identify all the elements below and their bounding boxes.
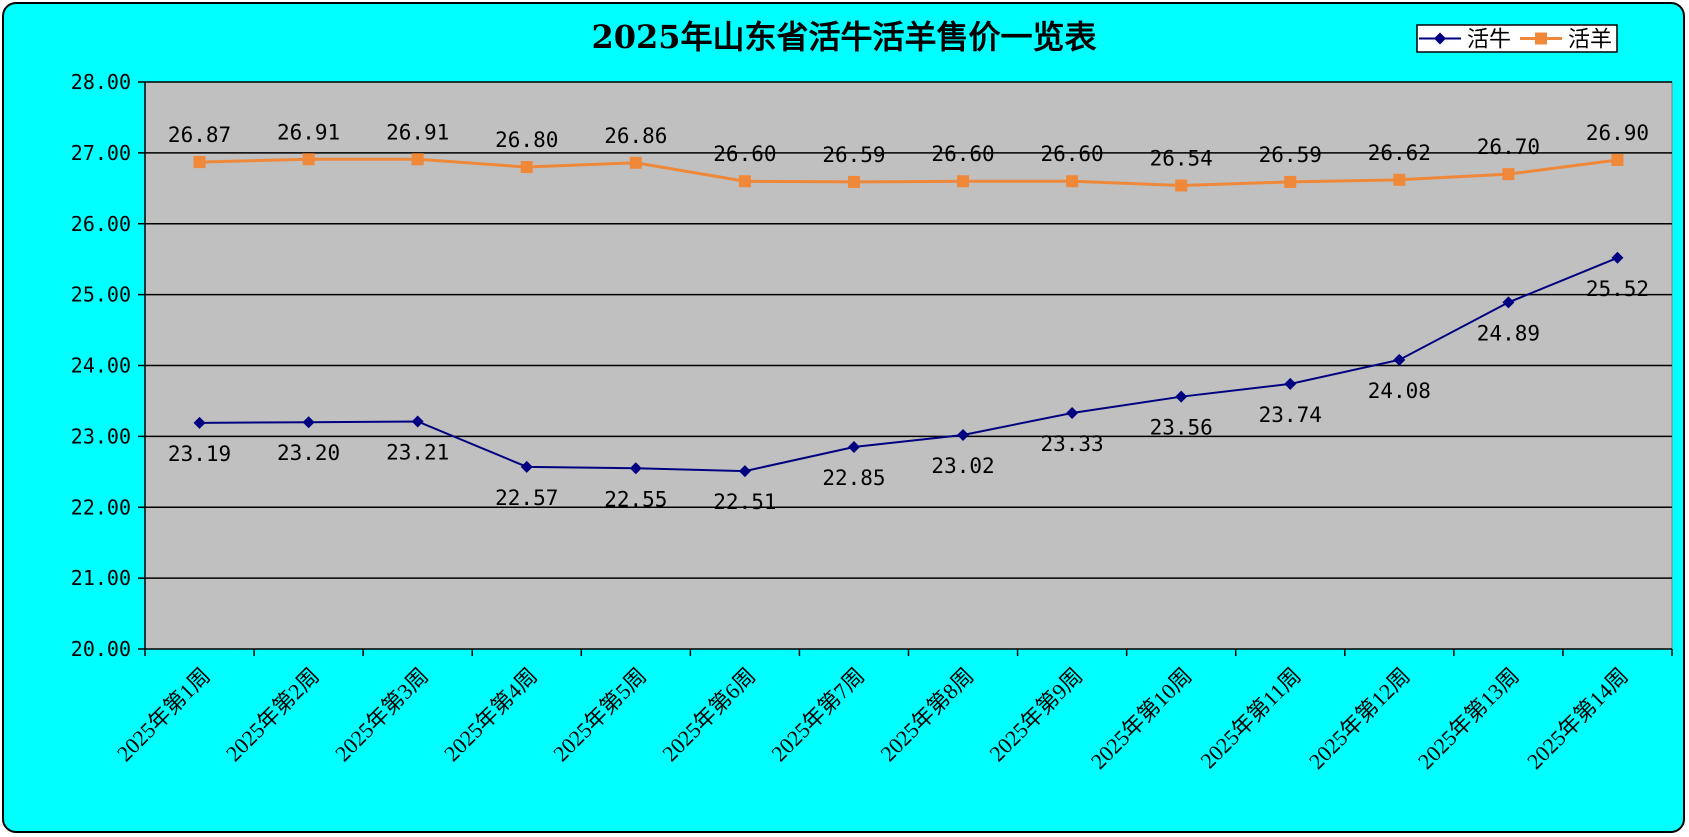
- data-point[interactable]: [738, 465, 751, 478]
- y-tick-label: 21.00: [71, 566, 131, 590]
- data-point[interactable]: [520, 161, 533, 174]
- data-label: 23.56: [1150, 416, 1213, 440]
- data-label: 26.60: [931, 142, 994, 166]
- data-label: 26.60: [713, 142, 776, 166]
- data-label: 22.51: [713, 490, 776, 514]
- y-tick-label: 28.00: [71, 70, 131, 94]
- data-label: 23.33: [1040, 432, 1103, 456]
- data-point[interactable]: [1066, 175, 1079, 188]
- data-point[interactable]: [411, 153, 424, 166]
- data-label: 26.87: [168, 123, 231, 147]
- data-point[interactable]: [847, 175, 860, 188]
- series-line: [199, 157, 1618, 187]
- line-chart: 20.00 21.00 22.00 23.00 24.00 25.00 26.00 27.00…: [71, 18, 1673, 774]
- data-label: 26.91: [386, 120, 449, 144]
- data-label: 26.90: [1586, 121, 1649, 145]
- data-label: 22.85: [822, 466, 885, 490]
- x-tick-label: 2025年第12周: [1304, 663, 1415, 774]
- x-tick-label: 2025年第3周: [330, 663, 433, 766]
- y-tick-label: 26.00: [71, 212, 131, 236]
- data-point[interactable]: [1502, 168, 1515, 181]
- gridlines: [145, 81, 1672, 579]
- legend-label: 活牛: [1467, 28, 1511, 53]
- series-sheep: [193, 153, 1624, 192]
- y-tick-label: 22.00: [71, 495, 131, 519]
- series-layer: [193, 153, 1624, 478]
- legend[interactable]: 活牛 活羊: [1416, 24, 1618, 53]
- x-tick-label: 2025年第6周: [657, 663, 760, 766]
- data-label: 26.86: [604, 124, 667, 148]
- data-point[interactable]: [302, 153, 315, 166]
- data-label: 26.70: [1477, 135, 1540, 159]
- data-point[interactable]: [1175, 179, 1188, 192]
- data-label: 22.57: [495, 486, 558, 510]
- data-label: 26.91: [277, 120, 340, 144]
- legend-label: 活羊: [1568, 28, 1612, 53]
- data-label: 23.02: [931, 454, 994, 478]
- data-point[interactable]: [1393, 173, 1406, 186]
- data-label: 23.20: [277, 441, 340, 465]
- data-label: 22.55: [604, 487, 667, 511]
- data-label: 26.59: [1259, 143, 1322, 167]
- data-label: 24.08: [1368, 379, 1431, 403]
- data-labels: 23.19 23.20 23.21 22.57 22.55 22.51 22.85 23.02…: [168, 120, 1649, 514]
- data-point[interactable]: [1611, 251, 1624, 264]
- x-tick-label: 2025年第10周: [1086, 663, 1197, 774]
- data-point[interactable]: [1611, 153, 1624, 166]
- data-point[interactable]: [1502, 296, 1515, 309]
- data-label: 25.52: [1586, 277, 1649, 301]
- x-tick-label: 2025年第14周: [1522, 663, 1633, 774]
- legend-marker-icon: [1434, 32, 1446, 45]
- data-label: 26.80: [495, 128, 558, 152]
- data-point[interactable]: [1284, 175, 1297, 188]
- x-tick-label: 2025年第8周: [875, 663, 978, 766]
- x-tick-label: 2025年第5周: [548, 663, 651, 766]
- data-point[interactable]: [629, 156, 642, 169]
- data-point[interactable]: [1175, 390, 1188, 403]
- data-point[interactable]: [1393, 353, 1406, 366]
- data-point[interactable]: [1066, 406, 1079, 419]
- data-point[interactable]: [411, 415, 424, 428]
- data-label: 26.54: [1150, 146, 1213, 170]
- data-point[interactable]: [957, 175, 970, 188]
- x-tick-label: 2025年第13周: [1413, 663, 1524, 774]
- y-tick-label: 20.00: [71, 637, 131, 661]
- data-point[interactable]: [629, 462, 642, 475]
- data-point[interactable]: [302, 416, 315, 429]
- data-point[interactable]: [193, 156, 206, 169]
- x-tick-label: 2025年第1周: [112, 663, 215, 766]
- data-label: 23.19: [168, 442, 231, 466]
- x-tick-label: 2025年第2周: [221, 663, 324, 766]
- data-point[interactable]: [1284, 377, 1297, 390]
- data-point[interactable]: [520, 460, 533, 473]
- x-tick-label: 2025年第9周: [984, 663, 1087, 766]
- data-point[interactable]: [193, 416, 206, 429]
- y-tick-label: 27.00: [71, 141, 131, 165]
- data-label: 24.89: [1477, 321, 1540, 345]
- data-label: 23.74: [1259, 403, 1322, 427]
- series-cattle: [193, 251, 1624, 478]
- legend-marker-icon: [1535, 32, 1547, 45]
- x-tick-label: 2025年第7周: [766, 663, 869, 766]
- x-tick-label: 2025年第11周: [1195, 663, 1305, 773]
- data-label: 23.21: [386, 440, 449, 464]
- data-label: 26.60: [1040, 142, 1103, 166]
- data-label: 26.59: [822, 143, 885, 167]
- data-point[interactable]: [738, 175, 751, 188]
- data-point[interactable]: [957, 428, 970, 441]
- series-line: [199, 256, 1618, 473]
- data-label: 26.62: [1368, 141, 1431, 165]
- data-point[interactable]: [847, 441, 860, 454]
- x-tick-label: 2025年第4周: [439, 663, 542, 766]
- y-tick-label: 25.00: [71, 283, 131, 307]
- chart-title: 2025年山东省活牛活羊售价一览表: [591, 18, 1096, 56]
- y-tick-label: 23.00: [71, 424, 131, 448]
- y-tick-label: 24.00: [71, 354, 131, 378]
